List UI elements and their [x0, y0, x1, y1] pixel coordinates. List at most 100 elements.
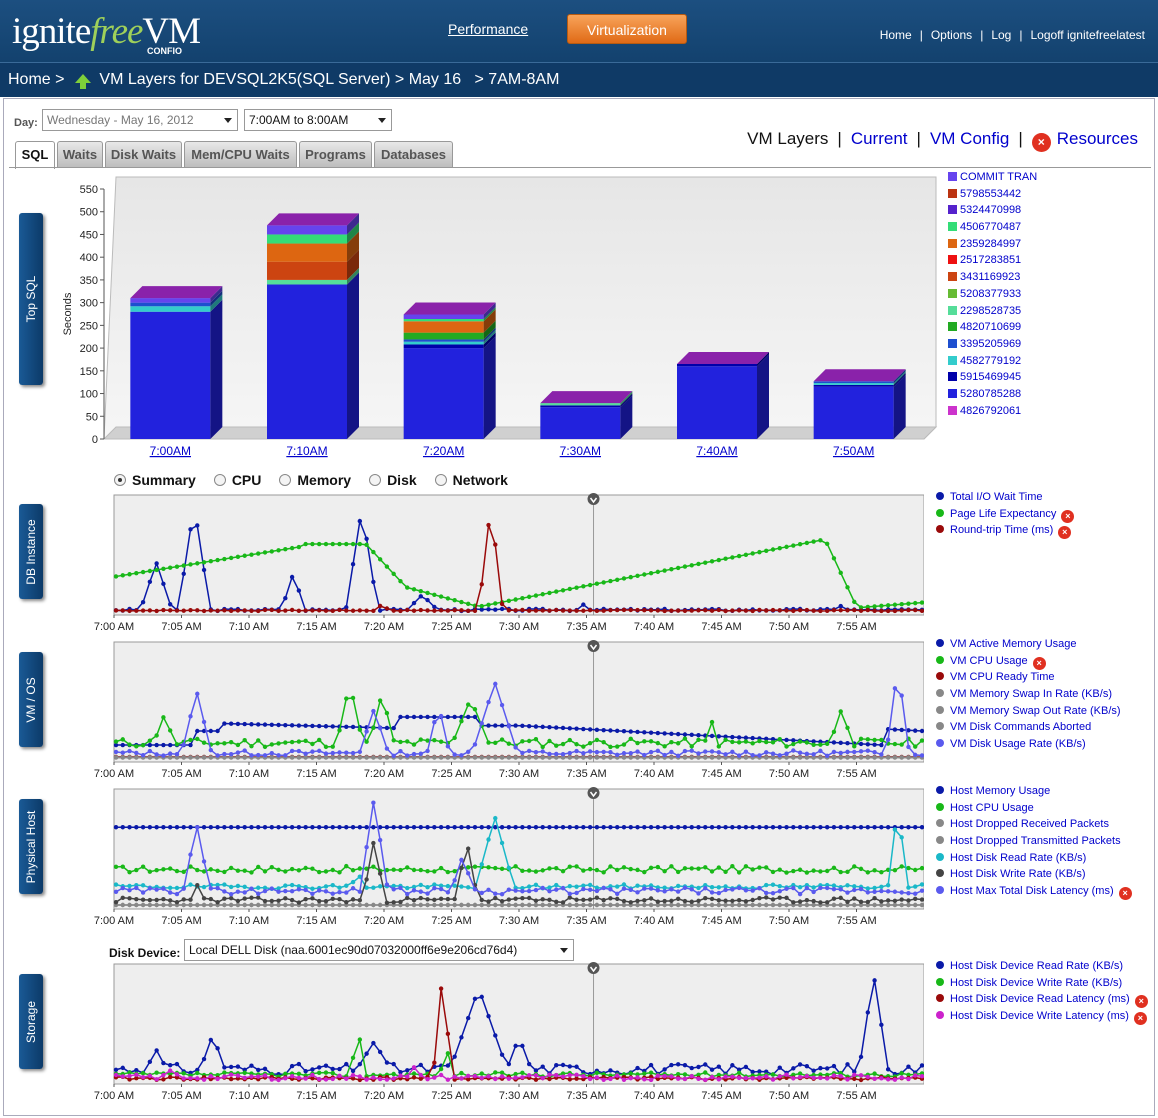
- legend-item[interactable]: VM Disk Usage Rate (KB/s): [936, 738, 1121, 755]
- legend-link[interactable]: VM CPU Usage: [950, 654, 1028, 667]
- radio-memory[interactable]: Memory: [279, 472, 351, 488]
- legend-item[interactable]: VM CPU Usage ×: [936, 655, 1121, 672]
- tab-databases[interactable]: Databases: [374, 141, 453, 167]
- legend-item[interactable]: Host Dropped Transmitted Packets: [936, 835, 1132, 852]
- legend-link[interactable]: Host Dropped Received Packets: [950, 818, 1109, 831]
- legend-item[interactable]: 5280785288: [948, 388, 1037, 405]
- link-home[interactable]: Home: [879, 28, 912, 42]
- tab-programs[interactable]: Programs: [299, 141, 372, 167]
- legend-link[interactable]: Host Disk Device Read Rate (KB/s): [950, 960, 1123, 972]
- legend-item[interactable]: 4582779192: [948, 355, 1037, 372]
- time-range-select[interactable]: 7:00AM to 8:00AM: [244, 109, 392, 131]
- side-tab-db-instance[interactable]: DB Instance: [19, 504, 43, 599]
- legend-item[interactable]: VM Memory Swap In Rate (KB/s): [936, 688, 1121, 705]
- link-log[interactable]: Log: [991, 28, 1012, 42]
- legend-item[interactable]: 5798553442: [948, 188, 1037, 205]
- link-logoff[interactable]: Logoff ignitefreelatest: [1030, 28, 1145, 42]
- legend-item[interactable]: Host Disk Write Rate (KB/s): [936, 868, 1132, 885]
- legend-link[interactable]: VM Active Memory Usage: [950, 638, 1077, 650]
- error-icon[interactable]: ×: [1118, 887, 1132, 901]
- legend-link[interactable]: VM CPU Ready Time: [950, 671, 1055, 684]
- tab-sql[interactable]: SQL: [15, 141, 55, 169]
- radio-button-icon[interactable]: [213, 474, 226, 486]
- legend-link[interactable]: 4826792061: [960, 404, 1022, 417]
- legend-link[interactable]: Round-trip Time (ms): [950, 524, 1054, 537]
- ignitefree-logo[interactable]: ignitefreeVM CONFIO: [12, 10, 202, 58]
- legend-link[interactable]: Host Dropped Transmitted Packets: [950, 835, 1121, 848]
- legend-item[interactable]: Host Max Total Disk Latency (ms) ×: [936, 885, 1132, 902]
- legend-link[interactable]: 5208377933: [960, 287, 1022, 300]
- legend-link[interactable]: Host Disk Write Rate (KB/s): [950, 868, 1086, 881]
- legend-item[interactable]: VM Disk Commands Aborted: [936, 721, 1121, 738]
- radio-disk[interactable]: Disk: [369, 472, 417, 488]
- radio-button-icon[interactable]: [279, 474, 292, 486]
- legend-link[interactable]: VM Memory Swap Out Rate (KB/s): [950, 704, 1121, 717]
- legend-item[interactable]: 3395205969: [948, 338, 1037, 355]
- link-resources[interactable]: Resources: [1056, 129, 1138, 148]
- nav-performance[interactable]: Performance: [448, 21, 529, 37]
- legend-link[interactable]: Host Max Total Disk Latency (ms): [950, 885, 1114, 898]
- legend-item[interactable]: 5915469945: [948, 371, 1037, 388]
- radio-button-icon[interactable]: [434, 474, 447, 486]
- legend-link[interactable]: 5915469945: [960, 371, 1022, 384]
- legend-link[interactable]: 2298528735: [960, 304, 1022, 317]
- legend-item[interactable]: Host Disk Device Write Rate (KB/s): [936, 977, 1148, 994]
- side-tab-storage[interactable]: Storage: [19, 974, 43, 1069]
- breadcrumb-home[interactable]: Home: [8, 71, 51, 88]
- legend-item[interactable]: VM CPU Ready Time: [936, 671, 1121, 688]
- link-current[interactable]: Current: [850, 129, 908, 148]
- legend-item[interactable]: 4506770487: [948, 221, 1037, 238]
- legend-item[interactable]: COMMIT TRAN: [948, 171, 1037, 188]
- side-tab-vm-os[interactable]: VM / OS: [19, 652, 43, 747]
- legend-link[interactable]: 5798553442: [960, 187, 1022, 200]
- legend-link[interactable]: 4820710699: [960, 321, 1022, 334]
- legend-item[interactable]: 2298528735: [948, 305, 1037, 322]
- breadcrumb-vm-layers[interactable]: VM Layers for DEVSQL2K5(SQL Server): [99, 71, 391, 88]
- error-icon[interactable]: ×: [1133, 1012, 1147, 1026]
- legend-link[interactable]: 4506770487: [960, 221, 1022, 234]
- legend-link[interactable]: Host Disk Device Read Latency (ms): [950, 993, 1130, 1006]
- legend-link[interactable]: VM Disk Commands Aborted: [950, 721, 1092, 734]
- legend-item[interactable]: Host Disk Device Read Rate (KB/s): [936, 960, 1148, 977]
- legend-link[interactable]: Host Disk Device Write Rate (KB/s): [950, 976, 1123, 989]
- legend-item[interactable]: Page Life Expectancy ×: [936, 507, 1075, 525]
- legend-item[interactable]: 2359284997: [948, 238, 1037, 255]
- legend-item[interactable]: 5208377933: [948, 288, 1037, 305]
- legend-item[interactable]: Total I/O Wait Time: [936, 491, 1074, 508]
- radio-button-icon[interactable]: [369, 474, 382, 486]
- radio-cpu[interactable]: CPU: [213, 472, 261, 488]
- legend-item[interactable]: 3431169923: [948, 271, 1037, 288]
- radio-button-icon[interactable]: [114, 474, 126, 486]
- legend-link[interactable]: Total I/O Wait Time: [950, 491, 1043, 503]
- nav-virtualization[interactable]: Virtualization: [567, 14, 687, 44]
- legend-link[interactable]: 2517283851: [960, 254, 1022, 267]
- legend-link[interactable]: 2359284997: [960, 237, 1022, 250]
- legend-item[interactable]: Host Dropped Received Packets: [936, 818, 1132, 835]
- tab-disk-waits[interactable]: Disk Waits: [105, 141, 182, 167]
- error-icon[interactable]: ×: [1031, 133, 1051, 152]
- legend-item[interactable]: Host CPU Usage: [936, 802, 1132, 819]
- side-tab-top-sql[interactable]: Top SQL: [19, 213, 43, 385]
- legend-link[interactable]: 4582779192: [960, 354, 1022, 367]
- disk-device-select[interactable]: Local DELL Disk (naa.6001ec90d07032000ff…: [184, 939, 574, 961]
- legend-item[interactable]: Host Memory Usage: [936, 785, 1132, 802]
- legend-item[interactable]: Host Disk Device Write Latency (ms) ×: [936, 1010, 1148, 1027]
- tab-waits[interactable]: Waits: [57, 141, 103, 167]
- legend-item[interactable]: 4820710699: [948, 321, 1037, 338]
- legend-item[interactable]: Host Disk Device Read Latency (ms) ×: [936, 993, 1148, 1010]
- legend-link[interactable]: 3395205969: [960, 337, 1022, 350]
- error-icon[interactable]: ×: [1032, 656, 1046, 670]
- legend-link[interactable]: 5324470998: [960, 204, 1022, 217]
- legend-link[interactable]: Page Life Expectancy: [950, 507, 1057, 520]
- radio-summary[interactable]: Summary: [114, 472, 196, 488]
- link-vm-config[interactable]: VM Config: [929, 129, 1010, 148]
- legend-link[interactable]: Host Disk Read Rate (KB/s): [950, 851, 1087, 864]
- legend-link[interactable]: 3431169923: [960, 271, 1021, 284]
- legend-item[interactable]: Host Disk Read Rate (KB/s): [936, 852, 1132, 869]
- error-icon[interactable]: ×: [1058, 526, 1072, 540]
- link-options[interactable]: Options: [930, 28, 973, 42]
- legend-link[interactable]: Host Disk Device Write Latency (ms): [950, 1010, 1129, 1023]
- legend-item[interactable]: VM Active Memory Usage: [936, 638, 1121, 655]
- legend-link[interactable]: Host CPU Usage: [950, 801, 1034, 814]
- legend-link[interactable]: COMMIT TRAN: [960, 171, 1038, 183]
